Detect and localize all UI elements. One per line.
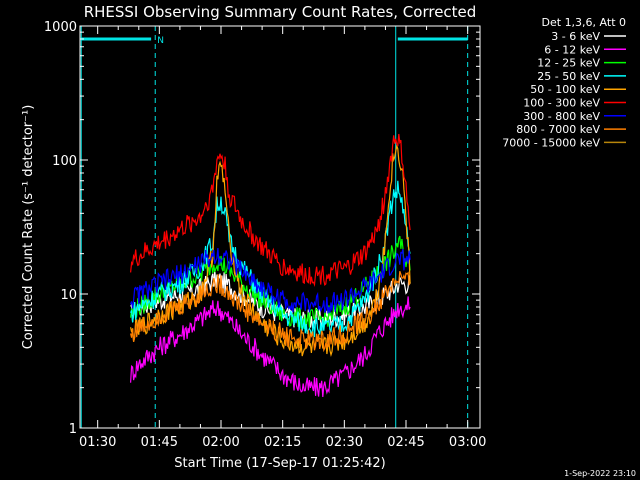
x-tick-label: 03:00 <box>449 435 486 450</box>
series-line-5 <box>130 133 411 287</box>
legend-label: 3 - 6 keV <box>551 30 600 43</box>
legend-label: 6 - 12 keV <box>544 43 600 56</box>
series-line-6 <box>130 248 411 314</box>
legend-label: 100 - 300 keV <box>523 97 600 110</box>
legend-title: Det 1,3,6, Att 0 <box>542 16 626 29</box>
legend-label: 12 - 25 keV <box>537 57 600 70</box>
x-axis-label: Start Time (17-Sep-17 01:25:42) <box>174 456 385 471</box>
date-stamp: 1-Sep-2022 23:10 <box>564 469 636 478</box>
y-tick-label: 1000 <box>44 20 77 35</box>
y-tick-label: 1 <box>69 422 77 437</box>
legend-label: 50 - 100 keV <box>530 83 600 96</box>
series-line-1 <box>130 296 411 398</box>
series-line-7 <box>130 271 411 353</box>
y-tick-label: 100 <box>52 154 77 169</box>
axes: 01:30 01:45 02:00 02:15 02:30 02:45 03:00 1 10 10… <box>44 20 486 450</box>
x-tick-label: 02:45 <box>387 435 424 450</box>
x-tick-label: 02:30 <box>326 435 363 450</box>
annotation-label: N <box>157 36 164 46</box>
series-line-3 <box>130 180 411 338</box>
chart-title: RHESSI Observing Summary Count Rates, Co… <box>84 3 477 21</box>
legend-label: 800 - 7000 keV <box>516 123 600 136</box>
plot-frame <box>79 25 481 429</box>
plot-area: N <box>80 26 469 428</box>
x-tick-label: 01:30 <box>79 435 116 450</box>
legend-label: 300 - 800 keV <box>523 110 600 123</box>
x-tick-label: 02:00 <box>202 435 239 450</box>
x-tick-label: 01:45 <box>141 435 178 450</box>
x-tick-label: 02:15 <box>264 435 301 450</box>
y-axis-label: Corrected Count Rate (s⁻¹ detector⁻¹) <box>21 105 36 350</box>
legend-label: 25 - 50 keV <box>537 70 600 83</box>
legend-label: 7000 - 15000 keV <box>502 136 600 149</box>
y-tick-label: 10 <box>60 288 77 303</box>
